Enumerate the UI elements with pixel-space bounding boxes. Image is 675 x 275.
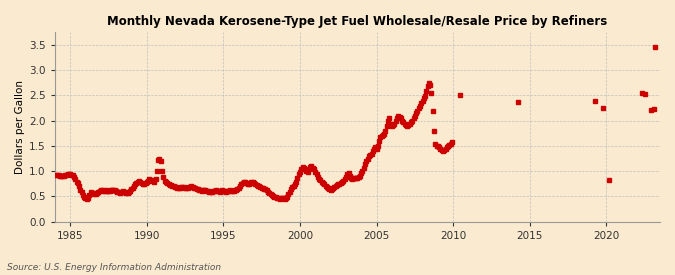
- Title: Monthly Nevada Kerosene-Type Jet Fuel Wholesale/Resale Price by Refiners: Monthly Nevada Kerosene-Type Jet Fuel Wh…: [107, 15, 608, 28]
- Text: Source: U.S. Energy Information Administration: Source: U.S. Energy Information Administ…: [7, 263, 221, 272]
- Y-axis label: Dollars per Gallon: Dollars per Gallon: [15, 80, 25, 174]
